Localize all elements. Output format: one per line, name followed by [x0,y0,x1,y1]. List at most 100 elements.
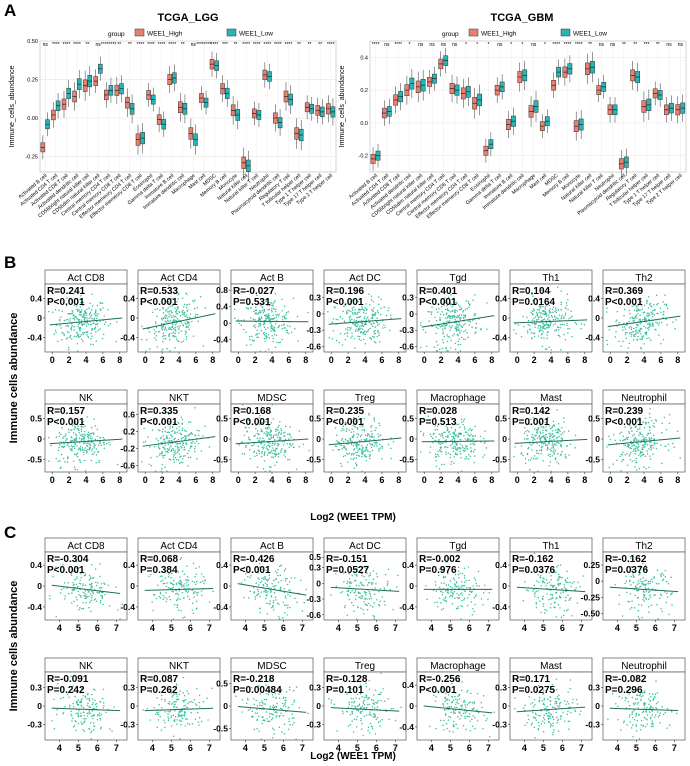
scatter-point [460,418,463,420]
scatter-point [482,591,485,594]
scatter-point [390,317,392,320]
scatter-point [73,428,76,431]
p-value: P=0.001 [512,417,550,428]
scatter-point [457,597,460,600]
scatter-point [100,582,103,585]
scatter-point [543,581,546,584]
scatter-point [174,437,177,440]
x-tick-label: 2 [625,355,630,365]
scatter-point [169,309,172,312]
facet-title: MDSC [257,393,286,404]
scatter-point [278,324,281,327]
scatter-point [550,314,553,317]
scatter-point [97,450,99,452]
significance-label: ns [429,42,435,48]
scatter-point [171,590,173,593]
scatter-point [97,582,99,584]
scatter-point [174,457,177,459]
scatter-point [537,325,540,327]
scatter-point [456,449,459,451]
scatter-point [543,318,546,321]
scatter-point [250,344,252,346]
scatter-point [248,438,250,440]
scatter-point [632,330,634,333]
scatter-point [72,317,74,320]
scatter-point [649,444,652,447]
scatter-point [350,458,352,460]
scatter-point [606,307,608,310]
scatter-point [243,596,245,599]
y-tick-label: -0.4 [399,602,414,612]
scatter-point [362,325,365,328]
scatter-point [472,450,475,453]
scatter-point [260,591,262,593]
scatter-point [154,308,156,311]
scatter-point [555,311,558,313]
scatter-point [552,436,554,438]
scatter-point [567,430,570,432]
scatter-point [268,336,271,339]
scatter-point [474,435,477,437]
scatter-point [371,325,374,327]
scatter-point [373,593,376,595]
scatter-point [362,450,364,452]
scatter-point [103,315,105,317]
scatter-point [632,320,635,322]
scatter-point [246,303,249,306]
scatter-point [372,310,374,312]
scatter-point [534,326,536,329]
scatter-point [263,334,266,336]
scatter-point [549,448,551,450]
significance-label: ** [297,42,301,48]
scatter-point [167,300,170,303]
scatter-point [94,425,97,427]
scatter-point [275,461,278,463]
scatter-point [66,297,68,299]
scatter-point [383,587,386,589]
scatter-point [79,579,81,581]
scatter-point [653,426,656,428]
x-axis-label: Log2 (WEE1 TPM) [310,751,396,762]
scatter-point [73,588,76,591]
scatter-point [634,452,636,455]
scatter-point [367,432,369,435]
scatter-point [648,325,651,327]
scatter-point [86,595,89,598]
scatter-point [245,307,248,309]
scatter-point [463,574,466,577]
y-tick-label: 0.4 [30,560,42,570]
y-tick-label: -0.25 [25,155,38,161]
scatter-point [437,455,440,457]
scatter-point [156,346,159,348]
plot-area [137,283,221,353]
scatter-point [69,439,72,442]
scatter-point [531,433,534,436]
scatter-point [194,450,196,453]
scatter-point [645,467,647,470]
scatter-point [379,447,382,449]
scatter-point [636,440,638,442]
scatter-point [542,603,545,605]
scatter-point [177,328,180,331]
scatter-point [300,579,302,582]
scatter-point [274,578,277,581]
p-value: P<0.001 [47,297,85,308]
scatter-point [179,442,182,444]
scatter-point [456,328,459,331]
scatter-point [48,436,50,439]
scatter-point [441,311,444,313]
scatter-point [257,593,259,596]
scatter-point [452,334,454,337]
scatter-point [102,333,105,336]
scatter-point [174,328,176,331]
scatter-point [164,466,166,469]
scatter-point [73,447,76,450]
scatter-point [358,335,361,338]
scatter-point [614,336,617,338]
scatter-point [539,325,541,327]
scatter-point [284,580,287,582]
scatter-point [466,448,469,450]
scatter-point [181,427,184,429]
scatter-point [181,418,184,421]
